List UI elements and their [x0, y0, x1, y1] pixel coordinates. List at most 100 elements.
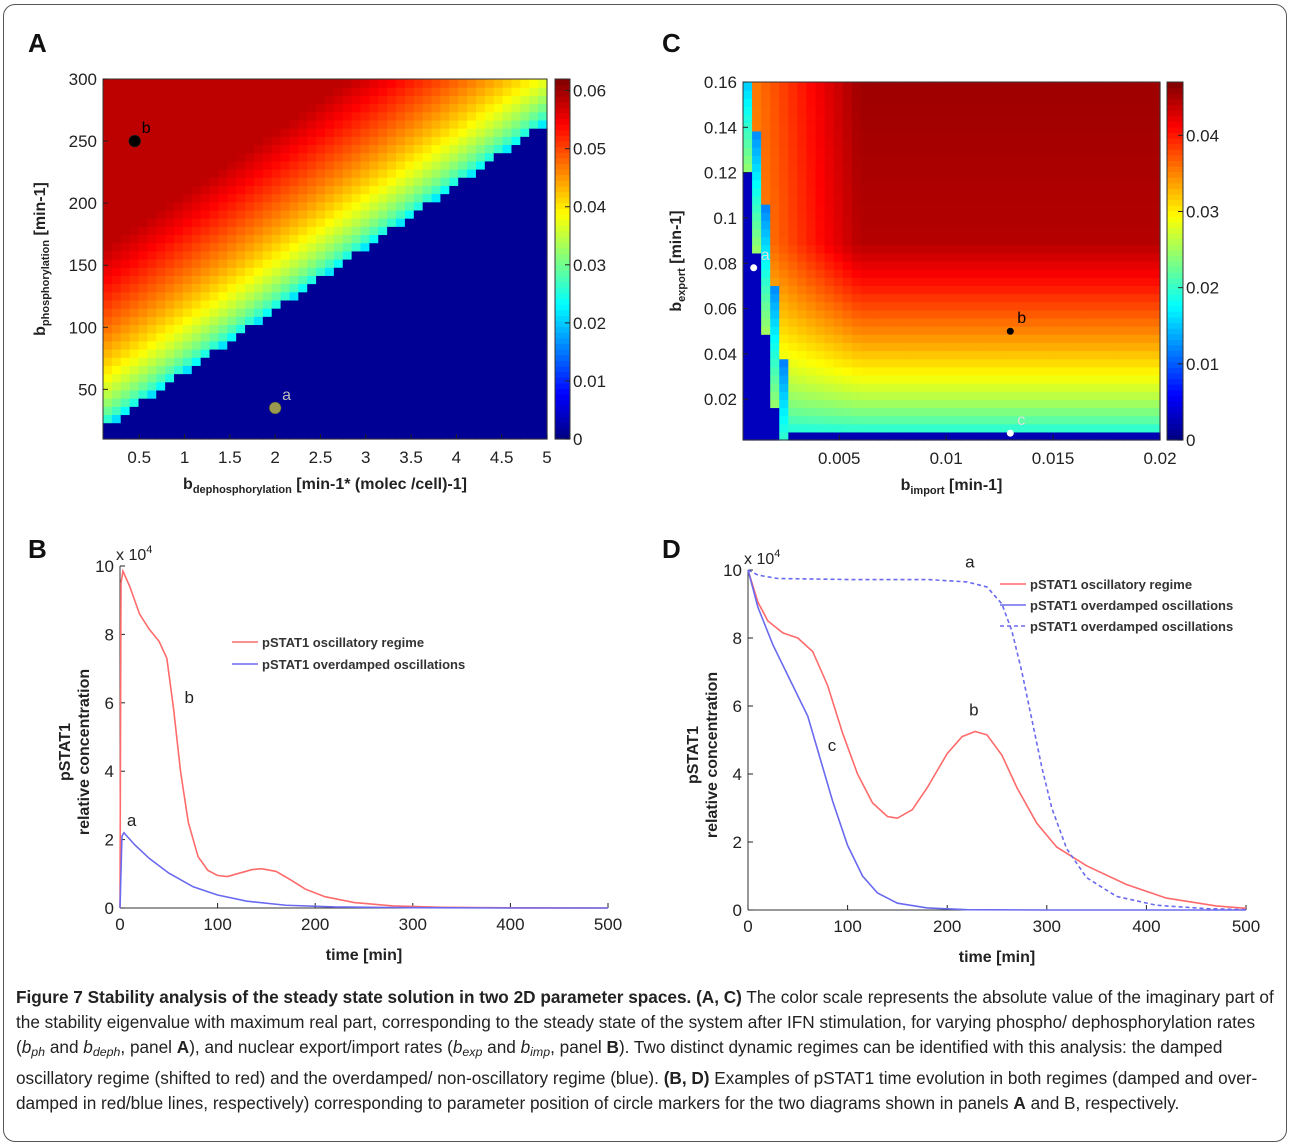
heatmap-cell: [924, 90, 934, 99]
heatmap-cell: [1132, 358, 1143, 368]
heatmap-cell: [906, 212, 916, 221]
heatmap-cell: [1123, 350, 1134, 360]
heatmap-cell: [1132, 309, 1143, 319]
heatmap-cell: [404, 87, 415, 96]
heatmap-cell: [797, 212, 808, 221]
heatmap-cell: [538, 119, 548, 129]
heatmap-cell: [1069, 195, 1080, 205]
heatmap-cell: [209, 144, 220, 154]
heatmap-cell: [129, 275, 140, 285]
heatmap-cell: [245, 160, 255, 170]
heatmap-cell: [218, 234, 228, 244]
heatmap-cell: [1096, 301, 1107, 311]
heatmap-cell: [942, 277, 953, 287]
heatmap-cell: [236, 242, 246, 252]
heatmap-cell: [396, 430, 406, 440]
heatmap-cell: [484, 291, 495, 301]
heatmap-cell: [529, 79, 539, 88]
heatmap-cell: [218, 275, 228, 285]
heatmap-cell: [396, 422, 406, 432]
heatmap-cell: [779, 187, 789, 197]
heatmap-cell: [484, 430, 495, 440]
heatmap-cell: [842, 204, 853, 213]
heatmap-cell: [951, 277, 962, 287]
heatmap-cell: [1150, 204, 1161, 213]
heatmap-cell: [467, 259, 477, 268]
heatmap-cell: [129, 340, 140, 350]
colorbar-segment: [555, 259, 570, 266]
heatmap-cell: [387, 160, 397, 170]
heatmap-cell: [1132, 407, 1143, 417]
heatmap-cell: [174, 422, 184, 432]
heatmap-cell: [449, 275, 459, 285]
y-tick-label: 4: [105, 762, 114, 781]
heatmap-cell: [996, 122, 1007, 132]
heatmap-cell: [951, 147, 962, 156]
heatmap-cell: [520, 234, 530, 244]
heatmap-cell: [1078, 431, 1089, 441]
heatmap-cell: [520, 169, 530, 178]
heatmap-cell: [915, 98, 925, 108]
heatmap-cell: [1051, 269, 1061, 278]
heatmap-cell: [333, 177, 344, 186]
heatmap-cell: [289, 357, 299, 366]
heatmap-cell: [951, 204, 962, 213]
heatmap-cell: [888, 236, 898, 246]
colorbar-segment: [1167, 400, 1183, 408]
heatmap-cell: [996, 171, 1007, 181]
heatmap-cell: [156, 177, 166, 186]
heatmap-cell: [182, 218, 193, 227]
heatmap-cell: [431, 340, 442, 350]
y-tick-label: 0.12: [704, 164, 737, 183]
heatmap-cell: [316, 406, 326, 416]
heatmap-cell: [987, 317, 998, 327]
heatmap-cell: [449, 381, 459, 391]
heatmap-cell: [129, 316, 140, 326]
heatmap-cell: [1033, 187, 1043, 197]
heatmap-cell: [458, 128, 468, 137]
heatmap-cell: [378, 357, 388, 366]
heatmap-cell: [951, 366, 962, 376]
heatmap-cell: [752, 301, 762, 311]
heatmap-cell: [987, 366, 998, 376]
heatmap-cell: [969, 155, 980, 164]
heatmap-cell: [458, 226, 468, 236]
heatmap-cell: [1069, 98, 1080, 108]
heatmap-cell: [333, 267, 344, 276]
heatmap-cell: [797, 90, 808, 99]
heatmap-cell: [289, 177, 299, 186]
heatmap-cell: [316, 193, 326, 203]
heatmap-cell: [1078, 195, 1089, 205]
heatmap-cell: [333, 226, 344, 236]
heatmap-cell: [1042, 317, 1052, 327]
colorbar-segment: [555, 146, 570, 153]
heatmap-cell: [878, 342, 889, 352]
heatmap-cell: [111, 209, 122, 219]
heatmap-cell: [752, 122, 762, 132]
heatmap-cell: [413, 430, 424, 440]
heatmap-cell: [860, 383, 871, 392]
heatmap-cell: [752, 415, 762, 425]
heatmap-cell: [1150, 399, 1161, 409]
heatmap-cell: [298, 169, 308, 178]
heatmap-cell: [779, 342, 789, 352]
heatmap-cell: [147, 193, 157, 203]
heatmap-cell: [897, 399, 907, 409]
heatmap-cell: [307, 267, 317, 276]
heatmap-cell: [743, 114, 753, 124]
heatmap-cell: [378, 324, 388, 334]
heatmap-cell: [1150, 171, 1161, 181]
heatmap-cell: [1033, 407, 1043, 417]
heatmap-cell: [182, 169, 193, 178]
heatmap-cell: [978, 195, 989, 205]
heatmap-cell: [218, 340, 228, 350]
heatmap-cell: [851, 228, 862, 238]
heatmap-cell: [422, 430, 433, 440]
heatmap-cell: [156, 324, 166, 334]
heatmap-cell: [369, 365, 379, 375]
heatmap-cell: [493, 406, 504, 416]
heatmap-cell: [824, 187, 835, 197]
heatmap-cell: [387, 381, 397, 391]
caption-text: , panel: [120, 1037, 177, 1058]
heatmap-cell: [1105, 309, 1116, 319]
